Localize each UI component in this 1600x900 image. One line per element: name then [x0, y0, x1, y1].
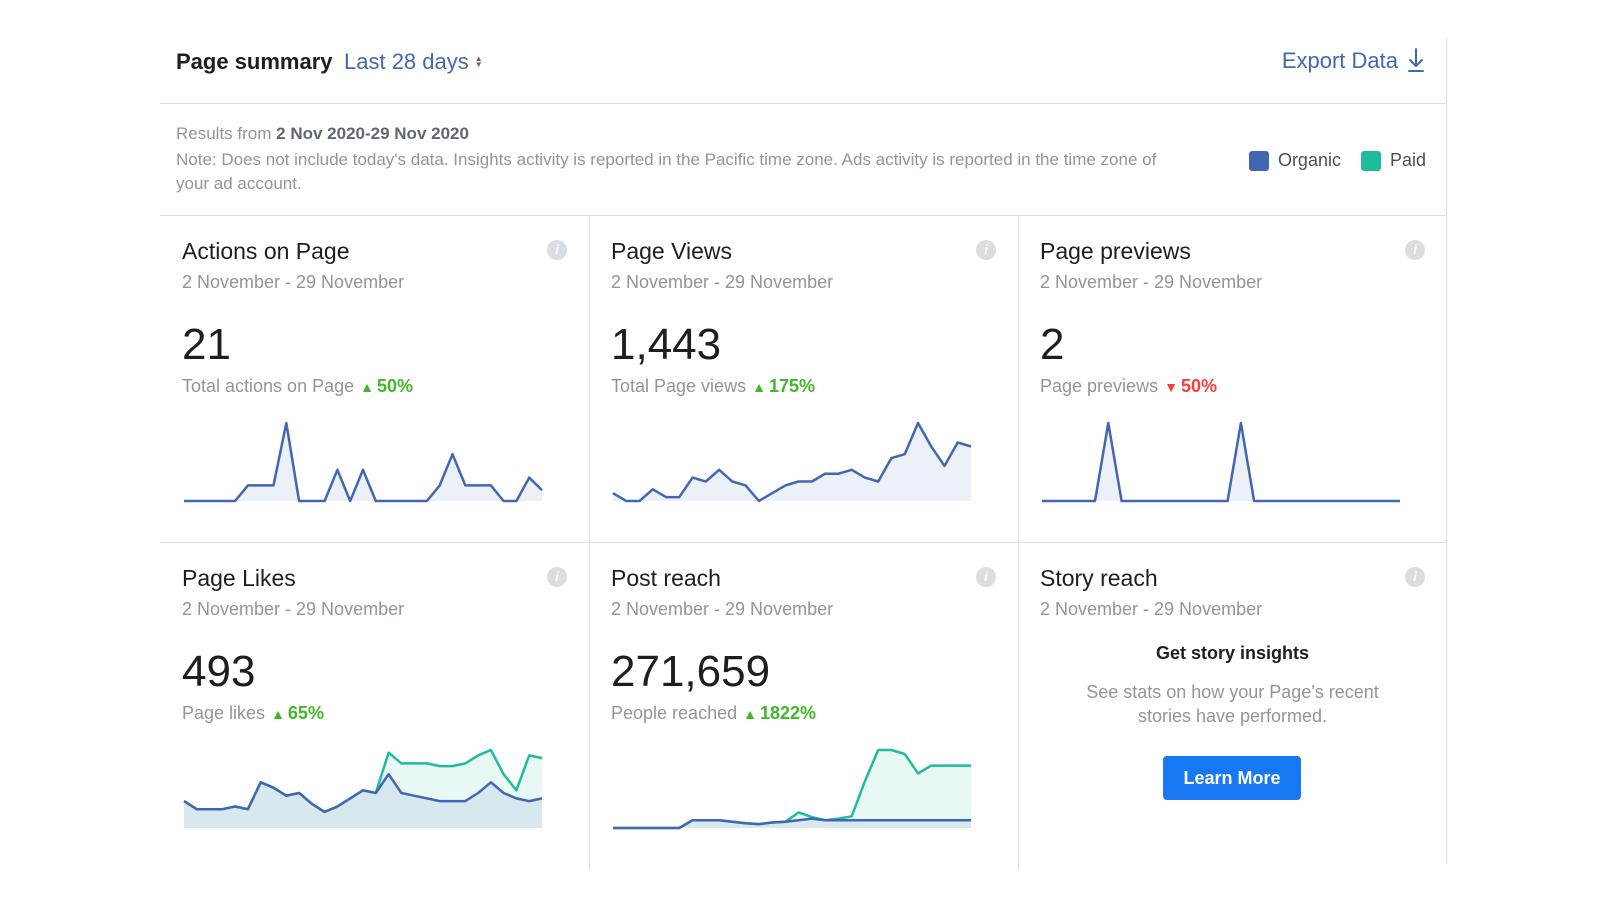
card-title: Actions on Page — [182, 238, 350, 264]
sort-arrows-icon: ▲ ▼ — [474, 54, 483, 69]
info-icon[interactable]: i — [547, 240, 567, 260]
card-title: Post reach — [611, 565, 721, 591]
paid-area — [184, 750, 542, 828]
trend-indicator: ▲ 175% — [752, 376, 815, 397]
story-insights-heading: Get story insights — [1155, 643, 1310, 663]
card-date-range: 2 November - 29 November — [182, 272, 405, 292]
metric-label: Total Page views — [611, 376, 747, 396]
organic-area — [184, 774, 542, 828]
trend-arrow-icon: ▲ — [743, 705, 757, 722]
metric-value: 21 — [182, 320, 231, 369]
paid-swatch — [1360, 150, 1381, 171]
metric-value: 493 — [182, 647, 256, 696]
trend-percent: 1822% — [759, 703, 817, 723]
trend-indicator: ▼ 50% — [1164, 376, 1217, 397]
organic-area — [613, 423, 971, 501]
summary-header: Page summary Last 28 days ▲ ▼ Export Data — [160, 38, 1446, 104]
organic-series-line — [183, 772, 543, 814]
card-date-range: 2 November - 29 November — [611, 599, 834, 619]
organic-series-line — [613, 817, 971, 830]
info-icon[interactable]: i — [1405, 567, 1425, 587]
metric-value: 271,659 — [611, 647, 771, 696]
results-prefix: Results from — [176, 124, 272, 143]
results-info: Results from 2 Nov 2020-29 Nov 2020 Note… — [160, 104, 1446, 216]
card-title: Page previews — [1040, 238, 1191, 264]
trend-indicator: ▲ 65% — [271, 703, 324, 724]
card-actions-on-page: Actions on Page 2 November - 29 November… — [160, 216, 590, 543]
metric-line: Total actions on Page ▲ 50% — [182, 376, 413, 397]
card-date-range: 2 November - 29 November — [1040, 599, 1263, 619]
learn-more-button[interactable]: Learn More — [1163, 756, 1301, 800]
metric-line: Page likes ▲ 65% — [182, 703, 324, 724]
card-title: Page Views — [611, 238, 733, 264]
download-icon — [1408, 48, 1424, 72]
sparkline-chart — [613, 748, 971, 830]
legend-paid: Paid — [1360, 150, 1426, 171]
legend-organic-label: Organic — [1277, 150, 1341, 170]
organic-series-line — [612, 421, 972, 503]
card-page-views: Page Views 2 November - 29 November i 1,… — [589, 216, 1019, 543]
metric-value: 1,443 — [611, 320, 722, 369]
metric-label: Page likes — [182, 703, 266, 723]
trend-arrow-icon: ▲ — [271, 705, 285, 722]
trend-indicator: ▲ 1822% — [743, 703, 816, 724]
card-title: Story reach — [1040, 565, 1158, 591]
date-range-select[interactable]: Last 28 days ▲ ▼ — [344, 49, 483, 75]
trend-arrow-icon: ▲ — [752, 378, 766, 395]
info-icon[interactable]: i — [976, 240, 996, 260]
export-data-button[interactable]: Export Data — [1282, 47, 1426, 75]
info-icon[interactable]: i — [1405, 240, 1425, 260]
metric-label: Total actions on Page — [182, 376, 355, 396]
paid-area — [613, 750, 971, 828]
story-insights-description: See stats on how your Page's recent stor… — [1086, 682, 1379, 726]
trend-percent: 50% — [1180, 376, 1217, 396]
card-title: Page Likes — [182, 565, 296, 591]
trend-percent: 50% — [376, 376, 414, 396]
date-range-label: Last 28 days — [344, 49, 469, 74]
metric-line: Total Page views ▲ 175% — [611, 376, 815, 397]
metric-line: Page previews ▼ 50% — [1040, 376, 1217, 397]
results-range: 2 Nov 2020-29 Nov 2020 — [276, 124, 469, 143]
trend-arrow-icon: ▼ — [1164, 378, 1178, 395]
card-page-previews: Page previews 2 November - 29 November i… — [1018, 216, 1447, 543]
page-title: Page summary — [176, 49, 333, 74]
metric-value: 2 — [1040, 320, 1065, 369]
card-post-reach: Post reach 2 November - 29 November i 27… — [589, 543, 1019, 869]
sparkline-chart — [1042, 421, 1400, 503]
trend-indicator: ▲ 50% — [360, 376, 413, 397]
card-page-likes: Page Likes 2 November - 29 November i 49… — [160, 543, 590, 869]
card-date-range: 2 November - 29 November — [182, 599, 405, 619]
trend-percent: 65% — [287, 703, 324, 723]
results-range-text: Results from 2 Nov 2020-29 Nov 2020 — [176, 124, 469, 144]
sparkline-chart — [183, 748, 543, 828]
metric-label: People reached — [611, 703, 738, 723]
metric-line: People reached ▲ 1822% — [611, 703, 816, 724]
metric-label: Page previews — [1040, 376, 1159, 396]
trend-percent: 175% — [768, 376, 815, 396]
timezone-note: Note: Does not include today's data. Ins… — [176, 150, 1157, 193]
chart-legend: Organic Paid — [1229, 150, 1426, 171]
trend-arrow-icon: ▲ — [360, 378, 374, 395]
organic-area — [1042, 423, 1400, 501]
legend-paid-label: Paid — [1389, 150, 1426, 170]
organic-area — [184, 423, 542, 501]
sparkline-chart — [612, 421, 972, 503]
sparkline-chart — [184, 421, 543, 503]
info-icon[interactable]: i — [976, 567, 996, 587]
organic-swatch — [1248, 150, 1269, 171]
info-icon[interactable]: i — [547, 567, 567, 587]
card-story-reach: Story reach 2 November - 29 November i G… — [1018, 543, 1447, 869]
organic-series-line — [1042, 421, 1400, 503]
organic-series-line — [184, 421, 543, 503]
legend-organic: Organic — [1248, 150, 1341, 171]
card-date-range: 2 November - 29 November — [611, 272, 834, 292]
page-summary-panel: Page summary Last 28 days ▲ ▼ Export Data… — [160, 38, 1447, 869]
export-data-label: Export Data — [1281, 48, 1398, 73]
card-date-range: 2 November - 29 November — [1040, 272, 1263, 292]
